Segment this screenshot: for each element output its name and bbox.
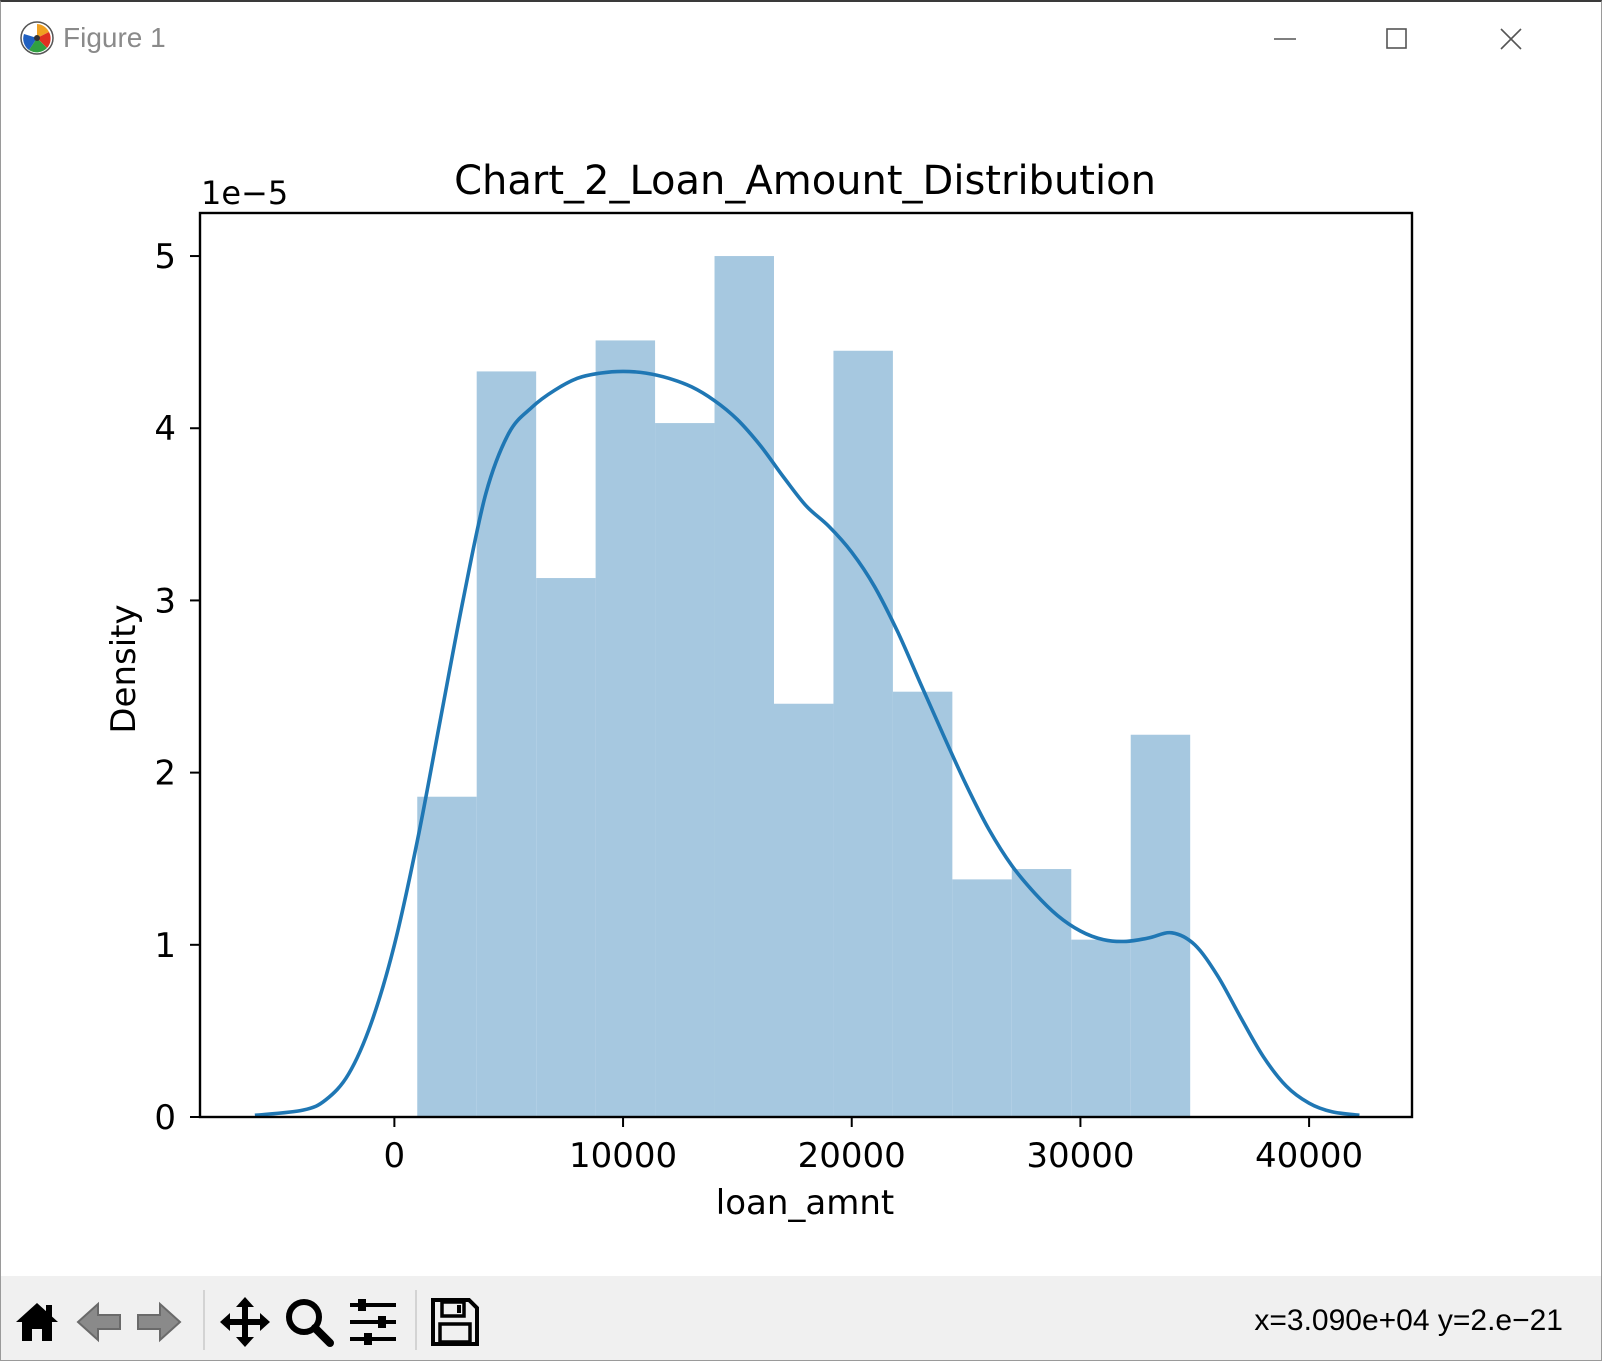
histogram-bar-3 <box>595 340 656 1117</box>
toolbar-separator <box>203 1290 205 1350</box>
save-floppy-icon <box>431 1298 479 1346</box>
title-bar: Figure 1 <box>1 2 1601 78</box>
forward-arrow-icon <box>137 1301 182 1343</box>
x-axis-label: loan_amnt <box>716 1183 894 1223</box>
matplotlib-logo-icon <box>20 21 54 55</box>
histogram-bar-6 <box>773 703 834 1117</box>
configure-sliders-icon <box>350 1299 396 1345</box>
histogram-bars <box>417 256 1191 1117</box>
y-offset-label: 1e−5 <box>201 174 288 212</box>
home-button[interactable] <box>9 1294 65 1350</box>
y-axis-ticks: 0 1 2 3 4 5 <box>154 237 200 1138</box>
histogram-bar-8 <box>892 691 953 1117</box>
x-tick-label: 10000 <box>569 1136 677 1176</box>
pan-move-icon <box>220 1297 270 1347</box>
figure-canvas[interactable]: Chart_2_Loan_Amount_Distribution 1e−5 0 1… <box>1 78 1601 1276</box>
zoom-magnifier-icon <box>286 1299 334 1347</box>
chart-title: Chart_2_Loan_Amount_Distribution <box>454 158 1156 204</box>
histogram-bar-1 <box>476 371 537 1117</box>
close-button[interactable] <box>1481 16 1541 62</box>
histogram-bar-4 <box>655 423 715 1117</box>
kde-curve <box>254 369 1360 1118</box>
configure-subplots-button[interactable] <box>345 1294 401 1350</box>
x-tick-label: 40000 <box>1255 1136 1363 1176</box>
histogram-bar-12 <box>1130 734 1191 1117</box>
y-tick-label: 2 <box>154 754 176 794</box>
minimize-button[interactable] <box>1255 16 1315 62</box>
histogram-bar-7 <box>833 350 893 1117</box>
y-tick-label: 1 <box>154 926 176 966</box>
save-button[interactable] <box>427 1294 483 1350</box>
toolbar-separator <box>415 1290 417 1350</box>
y-tick-label: 4 <box>154 409 176 449</box>
cursor-coordinates: x=3.090e+04 y=2.e−21 <box>1254 1304 1563 1337</box>
chart-svg: Chart_2_Loan_Amount_Distribution 1e−5 0 1… <box>104 158 1414 1223</box>
x-axis-ticks: 0 10000 20000 30000 40000 <box>384 1117 1363 1176</box>
back-arrow-icon <box>76 1301 121 1343</box>
back-button[interactable] <box>71 1294 127 1350</box>
x-tick-label: 20000 <box>798 1136 906 1176</box>
maximize-icon <box>1386 28 1407 49</box>
histogram-bar-0 <box>417 796 477 1117</box>
close-icon <box>1500 28 1522 50</box>
x-tick-label: 30000 <box>1026 1136 1134 1176</box>
forward-button[interactable] <box>131 1294 187 1350</box>
y-axis-label: Density <box>104 604 144 733</box>
navigation-toolbar: x=3.090e+04 y=2.e−21 <box>1 1276 1601 1360</box>
histogram-bar-10 <box>1011 869 1072 1117</box>
axes-frame <box>198 211 1414 1119</box>
histogram-bar-2 <box>536 578 596 1117</box>
y-tick-label: 3 <box>154 581 176 621</box>
maximize-button[interactable] <box>1367 16 1427 62</box>
minimize-icon <box>1274 38 1296 40</box>
y-tick-label: 5 <box>154 237 176 277</box>
home-icon <box>16 1303 58 1341</box>
y-tick-label: 0 <box>154 1098 176 1138</box>
x-tick-label: 0 <box>384 1136 406 1176</box>
histogram-bar-5 <box>714 256 774 1117</box>
histogram-bar-9 <box>952 879 1012 1117</box>
pan-button[interactable] <box>217 1294 273 1350</box>
zoom-button[interactable] <box>281 1294 337 1350</box>
window-title: Figure 1 <box>63 22 166 53</box>
histogram-bar-11 <box>1071 939 1131 1117</box>
